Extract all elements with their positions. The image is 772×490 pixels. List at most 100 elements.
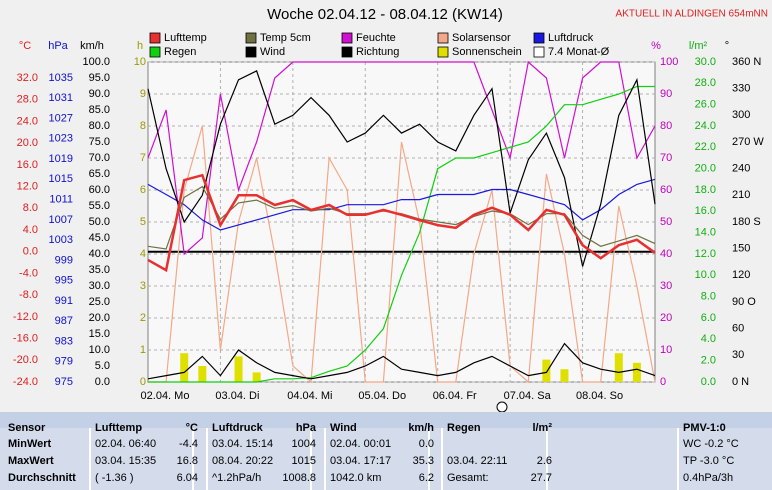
tick-label: 0 N <box>732 376 749 388</box>
table-header-cell: PMV-1:0 <box>683 422 726 434</box>
tick-label: -8.0 <box>19 289 38 301</box>
tick-label: 28.0 <box>17 94 38 106</box>
table-row-label: Durchschnitt <box>8 472 76 484</box>
tick-label: 4 <box>140 248 146 260</box>
table-cell: 03.04. 22:11 <box>447 455 507 467</box>
tick-label: 15.0 <box>89 328 110 340</box>
tick-label: 300 <box>732 109 750 121</box>
legend-swatch <box>341 46 353 58</box>
table-cell: ( -1.36 ) <box>95 472 134 484</box>
tick-label: 80 <box>660 120 672 132</box>
tick-label: 1023 <box>49 133 73 145</box>
table-cell: 1004 <box>292 438 316 450</box>
tick-label: 16.0 <box>17 159 38 171</box>
tick-label: 270 W <box>732 136 764 148</box>
sunshine-bar <box>560 369 569 382</box>
tick-label: 180 S <box>732 216 761 228</box>
tick-label: 60 <box>732 323 744 335</box>
tick-label: 9 <box>140 88 146 100</box>
table-cell: 6.2 <box>419 472 434 484</box>
x-tick-label: 08.04. So <box>576 390 623 402</box>
cursor-marker[interactable] <box>496 401 508 413</box>
tick-label: 25.0 <box>89 296 110 308</box>
tick-label: 10.0 <box>695 269 716 281</box>
tick-label: 90 <box>660 88 672 100</box>
tick-label: 30 <box>732 349 744 361</box>
tick-label: 10 <box>660 344 672 356</box>
tick-label: 4.0 <box>701 333 716 345</box>
tick-label: 50.0 <box>89 216 110 228</box>
x-tick-label: 04.04. Mi <box>287 390 332 402</box>
table-cell: 0.0 <box>419 438 434 450</box>
table-cell: Gesamt: <box>447 472 489 484</box>
sunshine-bar <box>614 353 623 382</box>
tick-label: 30.0 <box>89 280 110 292</box>
tick-label: 3 <box>140 280 146 292</box>
tick-label: 1 <box>140 344 146 356</box>
series-line <box>147 60 656 256</box>
sunshine-bar <box>632 362 641 382</box>
tick-label: 85.0 <box>89 104 110 116</box>
table-cell: 1042.0 km <box>330 472 381 484</box>
tick-label: 65.0 <box>89 168 110 180</box>
table-header-cell: °C <box>186 422 198 434</box>
tick-label: -20.0 <box>13 354 38 366</box>
table-cell: 03.04. 15:14 <box>212 438 273 450</box>
legend-swatch <box>149 32 161 44</box>
tick-label: 55.0 <box>89 200 110 212</box>
tick-label: 8.0 <box>701 291 716 303</box>
series-line <box>147 70 656 267</box>
tick-label: -16.0 <box>13 332 38 344</box>
tick-label: 1019 <box>49 153 73 165</box>
sunshine-bar <box>542 359 551 382</box>
axis-title: l/m² <box>689 40 708 52</box>
tick-label: 995 <box>55 275 73 287</box>
table-cell: 1008.8 <box>282 472 316 484</box>
tick-label: 1031 <box>49 92 73 104</box>
sunshine-bar <box>180 353 189 382</box>
legend-label: Temp 5cm <box>260 32 311 44</box>
tick-label: 95.0 <box>89 72 110 84</box>
legend-swatch <box>245 32 257 44</box>
tick-label: 30 <box>660 280 672 292</box>
tick-label: -12.0 <box>13 311 38 323</box>
table-cell: 02.04. 06:40 <box>95 438 156 450</box>
table-header-cell: hPa <box>296 422 317 434</box>
legend-label: Feuchte <box>356 32 396 44</box>
legend-swatch <box>245 46 257 58</box>
tick-label: 30.0 <box>695 56 716 68</box>
tick-label: 80.0 <box>89 120 110 132</box>
tick-label: 0 <box>660 376 666 388</box>
table-row-label: MinWert <box>8 438 52 450</box>
tick-label: 70.0 <box>89 152 110 164</box>
table-row-label: MaxWert <box>8 455 54 467</box>
tick-label: 10.0 <box>89 344 110 356</box>
tick-label: 0 <box>140 376 146 388</box>
tick-label: 983 <box>55 335 73 347</box>
tick-label: 6.0 <box>701 312 716 324</box>
legend-swatch <box>149 46 161 58</box>
tick-label: 100.0 <box>82 56 110 68</box>
legend-swatch <box>437 46 449 58</box>
tick-label: 70 <box>660 152 672 164</box>
x-tick-label: 07.04. Sa <box>504 390 552 402</box>
tick-label: 150 <box>732 243 750 255</box>
table-cell: TP -3.0 °C <box>683 455 734 467</box>
tick-label: 1027 <box>49 112 73 124</box>
table-header-cell: Luftdruck <box>212 422 264 434</box>
tick-label: 1007 <box>49 214 73 226</box>
tick-label: 20.0 <box>89 312 110 324</box>
axis-title: % <box>651 40 661 52</box>
sunshine-bar <box>234 356 243 382</box>
x-tick-label: 02.04. Mo <box>141 390 190 402</box>
tick-label: 210 <box>732 189 750 201</box>
tick-label: 45.0 <box>89 232 110 244</box>
legend-label: 7.4 Monat-Ø <box>548 46 610 58</box>
table-header <box>0 412 772 428</box>
tick-label: -24.0 <box>13 376 38 388</box>
legend-label: Lufttemp <box>164 32 207 44</box>
axis-title: °C <box>19 40 31 52</box>
axis-title: h <box>137 40 143 52</box>
legend-label: Sonnenschein <box>452 46 522 58</box>
